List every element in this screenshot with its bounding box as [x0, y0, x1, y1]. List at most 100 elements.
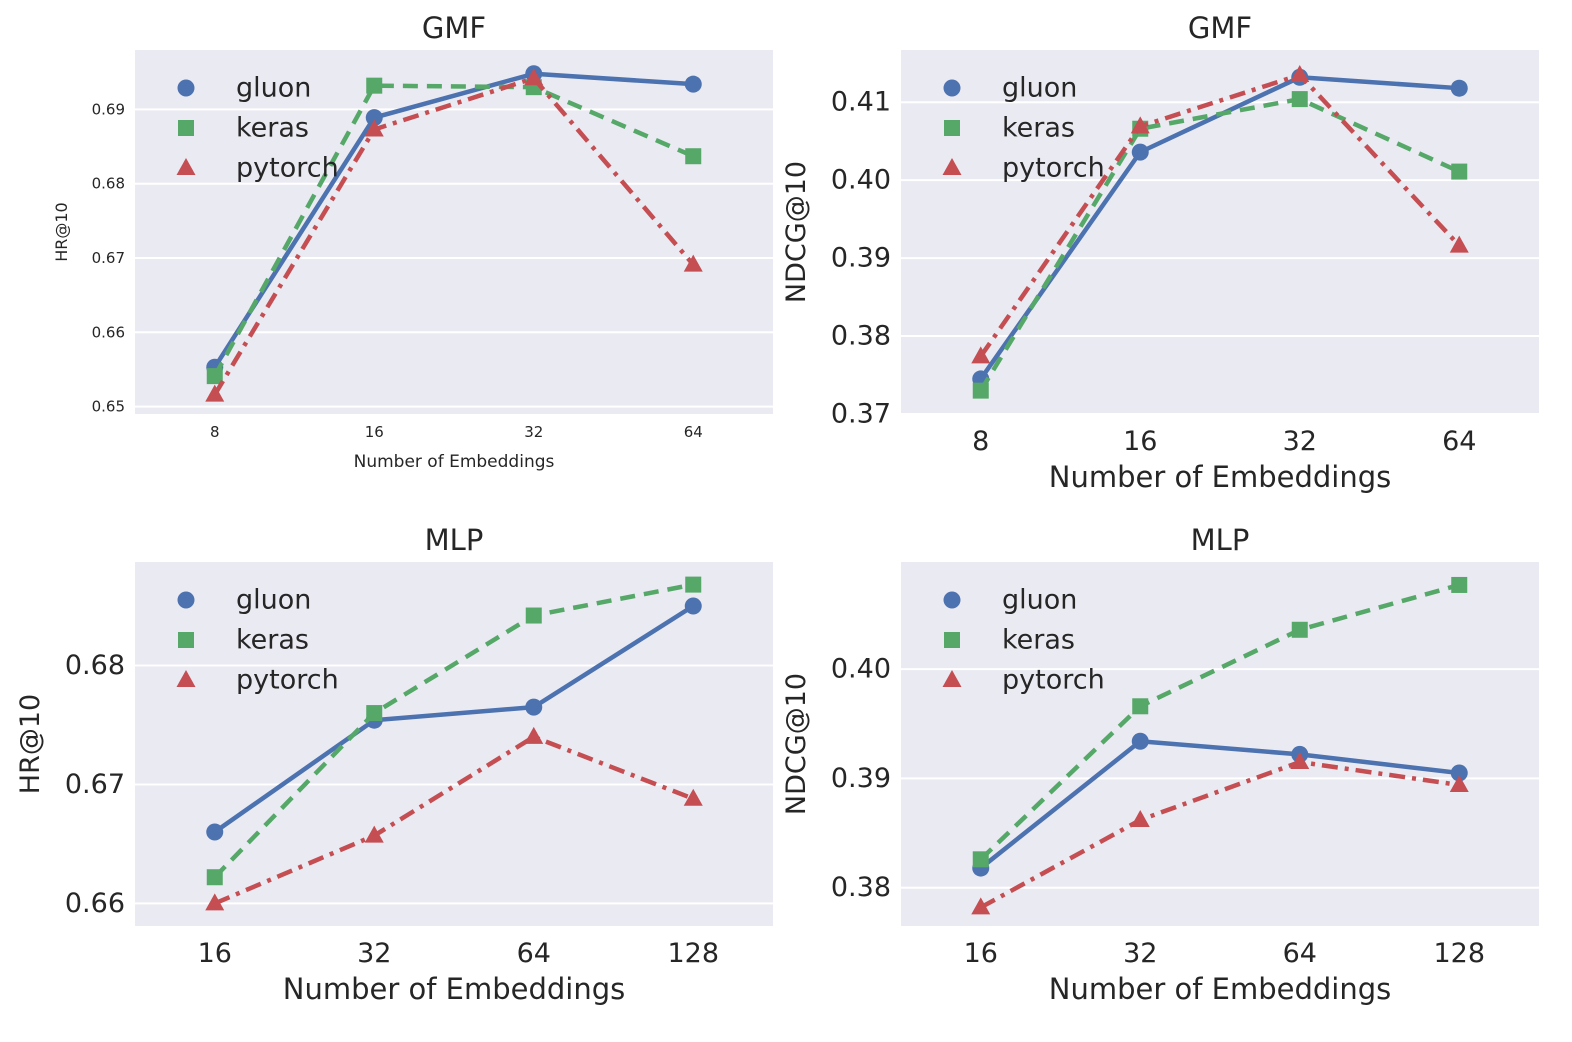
data-point: [971, 897, 991, 915]
legend-marker: [944, 120, 960, 136]
data-point: [684, 597, 702, 615]
data-point: [1290, 64, 1310, 82]
legend-label: pytorch: [236, 665, 339, 696]
x-tick-label: 64: [684, 423, 703, 441]
data-point: [972, 382, 989, 399]
legend-marker: [943, 591, 961, 609]
legend-label: pytorch: [1002, 665, 1105, 696]
y-tick-label: 0.67: [65, 769, 125, 800]
series-line: [213, 604, 695, 834]
legend-label: gluon: [236, 73, 311, 104]
legend-label: pytorch: [1002, 153, 1105, 184]
legend: gluon keras pytorch: [942, 585, 1105, 696]
legend-label: gluon: [1002, 585, 1077, 616]
x-tick-label: 8: [972, 426, 989, 457]
y-axis-label: NDCG@10: [781, 161, 812, 303]
legend-marker: [942, 158, 962, 175]
chart-title: GMF: [422, 11, 486, 45]
y-tick-label: 0.67: [92, 249, 125, 267]
y-tick-label: 0.68: [65, 650, 125, 681]
series-line: [212, 83, 695, 378]
series-pytorch: [971, 64, 1469, 364]
series-line: [979, 582, 1460, 861]
legend-marker: [177, 79, 195, 97]
data-point: [525, 698, 543, 716]
x-axis-label: Number of Embeddings: [1049, 460, 1391, 494]
legend-marker: [178, 632, 194, 648]
chart-panel-4: 0.38 0.39 0.40 16 32 64 128 MLP Number of Embedd…: [781, 523, 1539, 1006]
y-tick-label: 0.39: [831, 763, 891, 794]
y-tick-label: 0.41: [831, 87, 891, 118]
legend-label: pytorch: [236, 153, 339, 184]
data-point: [364, 119, 384, 137]
chart-title: MLP: [425, 523, 484, 557]
data-point: [684, 75, 702, 93]
data-point: [1130, 116, 1150, 134]
y-tick-label: 0.40: [831, 165, 891, 196]
x-tick-label: 128: [667, 938, 719, 969]
legend-marker: [942, 670, 962, 687]
legend-label: keras: [236, 625, 309, 656]
data-point: [1450, 764, 1468, 782]
data-point: [972, 851, 989, 868]
chart-panel-3: 0.66 0.67 0.68 16 32 64 128 MLP Number of Embedd…: [15, 523, 773, 1006]
y-tick-label: 0.40: [831, 654, 891, 685]
y-tick-label: 0.37: [831, 399, 891, 430]
data-point: [683, 254, 703, 272]
y-tick-label: 0.66: [65, 888, 125, 919]
legend-marker: [178, 120, 194, 136]
y-tick-label: 0.38: [831, 321, 891, 352]
data-point: [1449, 235, 1469, 253]
chart-title: MLP: [1191, 523, 1250, 557]
data-point: [206, 869, 223, 886]
y-tick-label: 0.39: [831, 243, 891, 274]
series-line: [978, 96, 1461, 392]
x-tick-label: 32: [524, 423, 543, 441]
data-point: [1449, 774, 1469, 792]
legend-marker: [177, 591, 195, 609]
legend: gluon keras pytorch: [176, 585, 339, 696]
data-point: [525, 607, 542, 624]
x-tick-label: 64: [1283, 938, 1317, 969]
data-point: [685, 576, 702, 593]
x-tick-label: 64: [1442, 426, 1476, 457]
series-line: [212, 71, 694, 369]
data-point: [205, 893, 225, 911]
series-gluon: [206, 65, 702, 376]
y-tick-label: 0.68: [92, 175, 125, 193]
x-tick-label: 16: [964, 938, 998, 969]
data-point: [1450, 79, 1468, 97]
plot-area: [135, 50, 773, 414]
x-tick-label: 32: [357, 938, 391, 969]
data-point: [366, 77, 383, 94]
y-tick-label: 0.69: [92, 100, 125, 118]
legend-label: gluon: [1002, 73, 1077, 104]
data-point: [366, 705, 383, 722]
series-pytorch: [971, 752, 1469, 915]
legend-marker: [943, 79, 961, 97]
data-point: [1132, 698, 1149, 715]
data-point: [524, 68, 544, 86]
y-axis-label: HR@10: [52, 202, 71, 262]
chart-title: GMF: [1188, 11, 1252, 45]
x-tick-label: 32: [1283, 426, 1317, 457]
y-tick-label: 0.65: [92, 398, 125, 416]
series-gluon: [972, 732, 1468, 877]
x-axis-label: Number of Embeddings: [283, 972, 625, 1006]
legend-marker: [944, 632, 960, 648]
data-point: [524, 726, 544, 744]
y-axis-label: NDCG@10: [781, 673, 812, 815]
series-line: [979, 759, 1460, 910]
legend-label: keras: [1002, 625, 1075, 656]
data-point: [1131, 143, 1149, 161]
series-pytorch: [205, 68, 703, 402]
chart-panel-1: 0.65 0.66 0.67 0.68 0.69 8 16 32 64 GMF Number of …: [52, 11, 773, 472]
x-tick-label: 8: [210, 423, 220, 441]
x-tick-label: 16: [365, 423, 384, 441]
chart-panel-2: 0.37 0.38 0.39 0.40 0.41 8 16 32 64 GMF Number of …: [781, 11, 1539, 494]
series-line: [979, 739, 1460, 870]
data-point: [1130, 809, 1150, 827]
data-point: [1451, 576, 1468, 593]
y-axis-label: HR@10: [15, 694, 46, 794]
